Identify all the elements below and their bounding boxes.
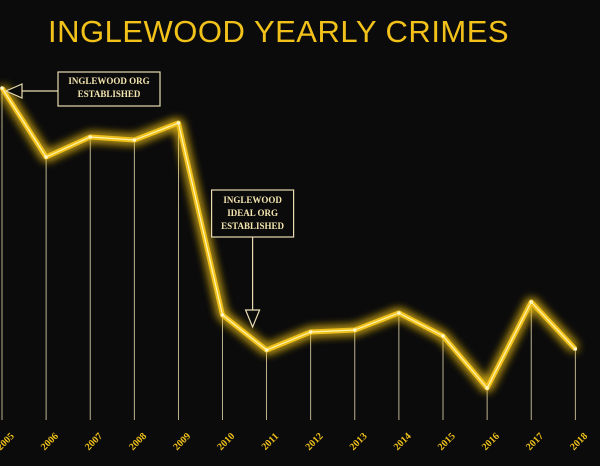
point bbox=[441, 334, 445, 338]
point bbox=[176, 121, 181, 125]
annotation-text: ESTABLISHED bbox=[78, 89, 141, 99]
point bbox=[44, 155, 48, 159]
x-tick-label: 2018 bbox=[568, 431, 590, 453]
x-tick-label: 2017 bbox=[524, 431, 546, 453]
x-tick-label: 2010 bbox=[215, 431, 237, 453]
x-tick-label: 2006 bbox=[39, 431, 61, 453]
x-tick-label: 2008 bbox=[127, 431, 149, 453]
annotation-text: INGLEWOOD bbox=[223, 195, 282, 205]
x-tick-label: 2009 bbox=[171, 431, 193, 453]
x-tick-label: 2015 bbox=[436, 431, 458, 453]
line bbox=[0, 86, 578, 391]
annotation: INGLEWOOD ORG ESTABLISHED bbox=[4, 71, 161, 107]
arrow-head bbox=[4, 83, 23, 99]
x-tick-label: 2012 bbox=[304, 431, 326, 453]
point bbox=[88, 135, 92, 139]
line-core bbox=[1, 87, 576, 389]
point bbox=[308, 330, 313, 334]
annotation-box bbox=[57, 71, 161, 107]
x-tick-label: 2011 bbox=[260, 431, 282, 453]
annotation-text: INGLEWOOD ORG bbox=[68, 76, 149, 86]
point bbox=[529, 300, 533, 304]
point bbox=[573, 347, 578, 351]
point bbox=[485, 386, 489, 390]
x-tick-label: 2016 bbox=[480, 431, 502, 453]
annotation-box bbox=[211, 189, 295, 238]
x-tick-label: 2014 bbox=[392, 431, 414, 453]
annotation-text: ESTABLISHED bbox=[221, 221, 284, 231]
annotation-text: IDEAL ORG bbox=[227, 208, 278, 218]
point bbox=[132, 138, 137, 142]
point bbox=[264, 348, 269, 352]
x-tick-label: 2005 bbox=[0, 431, 17, 453]
point bbox=[353, 328, 357, 332]
point bbox=[0, 86, 4, 90]
point bbox=[220, 313, 225, 317]
arrow-head bbox=[244, 309, 261, 329]
point bbox=[397, 311, 401, 315]
x-tick-label: 2007 bbox=[83, 431, 105, 453]
chart-title: INGLEWOOD YEARLY CRIMES bbox=[48, 14, 509, 49]
annotation: INGLEWOOD IDEAL ORG ESTABLISHED bbox=[211, 189, 295, 329]
x-tick-label: 2013 bbox=[348, 431, 370, 453]
